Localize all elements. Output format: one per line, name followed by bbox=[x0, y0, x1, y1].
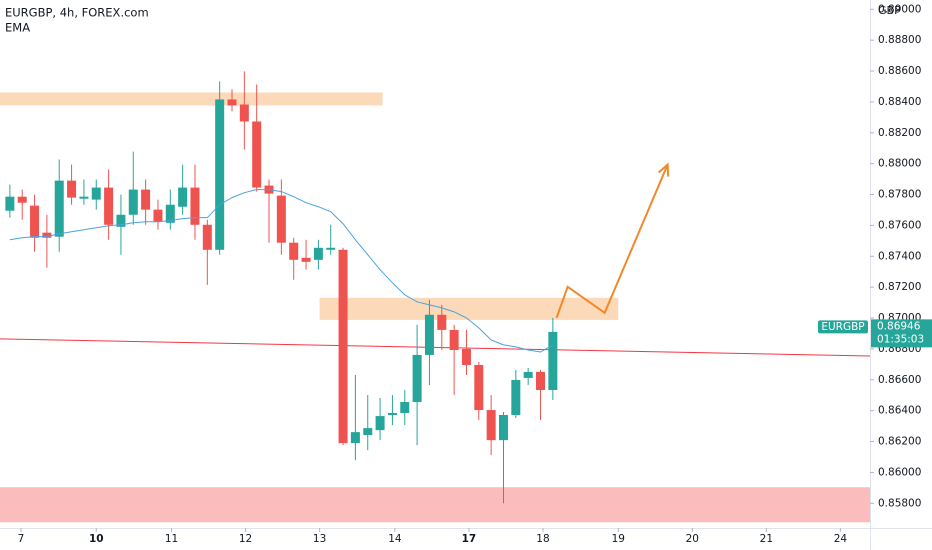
y-tick-label: 0.87800 bbox=[878, 189, 921, 201]
countdown-label: 01:35:03 bbox=[877, 333, 924, 345]
trend-line bbox=[0, 338, 871, 357]
candle-body bbox=[536, 371, 546, 390]
candle-body bbox=[301, 257, 311, 262]
candle-body bbox=[91, 187, 101, 200]
candle-body bbox=[350, 432, 360, 444]
x-tick-label: 14 bbox=[388, 533, 402, 545]
candle-body bbox=[387, 412, 397, 415]
candle-body bbox=[474, 364, 484, 411]
y-tick-label: 0.87200 bbox=[878, 281, 921, 293]
y-tick-label: 0.88000 bbox=[878, 158, 921, 170]
y-tick-label: 0.86000 bbox=[878, 466, 921, 478]
symbol-label: EURGBP bbox=[821, 321, 864, 333]
candle-body bbox=[461, 348, 471, 365]
x-tick-label: 17 bbox=[462, 533, 477, 545]
candle-body bbox=[42, 232, 52, 238]
last-price-label: 0.86946 bbox=[877, 320, 921, 332]
candle-body bbox=[252, 121, 262, 188]
candle-body bbox=[437, 314, 447, 330]
candle-body bbox=[313, 247, 323, 260]
candle-body bbox=[202, 224, 212, 250]
candle-body bbox=[79, 196, 89, 199]
y-tick-label: 0.87600 bbox=[878, 219, 921, 231]
y-tick-label: 0.86600 bbox=[878, 374, 921, 386]
candle-body bbox=[178, 187, 188, 207]
zone bbox=[0, 487, 870, 523]
arrow-head bbox=[657, 162, 670, 177]
candle-body bbox=[498, 414, 508, 441]
candle-body bbox=[449, 329, 459, 350]
x-tick-label: 12 bbox=[239, 533, 252, 545]
candle-body bbox=[227, 99, 237, 106]
y-tick-label: 0.88200 bbox=[878, 127, 921, 139]
candle-body bbox=[400, 402, 410, 413]
candle-body bbox=[239, 104, 249, 122]
candle-body bbox=[363, 428, 373, 436]
candle-body bbox=[67, 180, 77, 198]
x-tick-label: 11 bbox=[165, 533, 178, 545]
candle-body bbox=[511, 379, 521, 415]
candle-body bbox=[116, 214, 126, 227]
candle-body bbox=[412, 354, 422, 403]
x-tick-label: 10 bbox=[89, 533, 104, 545]
candle-body bbox=[128, 189, 138, 215]
candle-body bbox=[30, 205, 40, 238]
x-tick-label: 18 bbox=[536, 533, 549, 545]
x-tick-label: 13 bbox=[313, 533, 326, 545]
candle-body bbox=[17, 196, 27, 203]
x-tick-label: 24 bbox=[834, 533, 848, 545]
y-tick-label: 0.89000 bbox=[878, 3, 921, 15]
candle-body bbox=[190, 187, 200, 225]
indicator-label: EMA bbox=[5, 21, 30, 35]
candle-body bbox=[523, 371, 533, 378]
candle-body bbox=[153, 209, 163, 222]
x-tick-label: 19 bbox=[612, 533, 625, 545]
zone bbox=[0, 92, 383, 106]
y-tick-label: 0.86400 bbox=[878, 405, 921, 417]
candle-body bbox=[548, 331, 558, 390]
symbol-badge bbox=[818, 320, 868, 334]
candle-body bbox=[276, 195, 286, 243]
projection-arrow bbox=[555, 164, 669, 319]
zone bbox=[319, 297, 619, 320]
candle-body bbox=[165, 204, 175, 223]
candle-body bbox=[141, 189, 151, 210]
y-tick-label: 0.88400 bbox=[878, 96, 921, 108]
candle-body bbox=[104, 187, 114, 225]
candle-body bbox=[375, 416, 385, 431]
candle-body bbox=[5, 196, 15, 211]
plot-area bbox=[0, 71, 871, 523]
y-tick-label: 0.87400 bbox=[878, 250, 921, 262]
y-tick-label: 0.88600 bbox=[878, 65, 921, 77]
currency-label: GBP bbox=[878, 4, 901, 17]
chart-title: EURGBP, 4h, FOREX.com bbox=[5, 6, 149, 20]
price-badge bbox=[871, 319, 932, 348]
ema-line bbox=[9, 189, 554, 353]
x-tick-label: 21 bbox=[760, 533, 773, 545]
candle-body bbox=[424, 314, 434, 355]
candle-body bbox=[486, 410, 496, 441]
x-tick-label: 7 bbox=[18, 533, 25, 545]
candle-body bbox=[54, 180, 64, 237]
y-tick-label: 0.86200 bbox=[878, 436, 921, 448]
candle-body bbox=[338, 249, 348, 444]
y-tick-label: 0.85800 bbox=[878, 497, 921, 509]
candle-body bbox=[326, 247, 336, 250]
y-tick-label: 0.88800 bbox=[878, 34, 921, 46]
candle-body bbox=[215, 99, 225, 250]
candle-body bbox=[289, 242, 299, 260]
x-tick-label: 20 bbox=[686, 533, 699, 545]
